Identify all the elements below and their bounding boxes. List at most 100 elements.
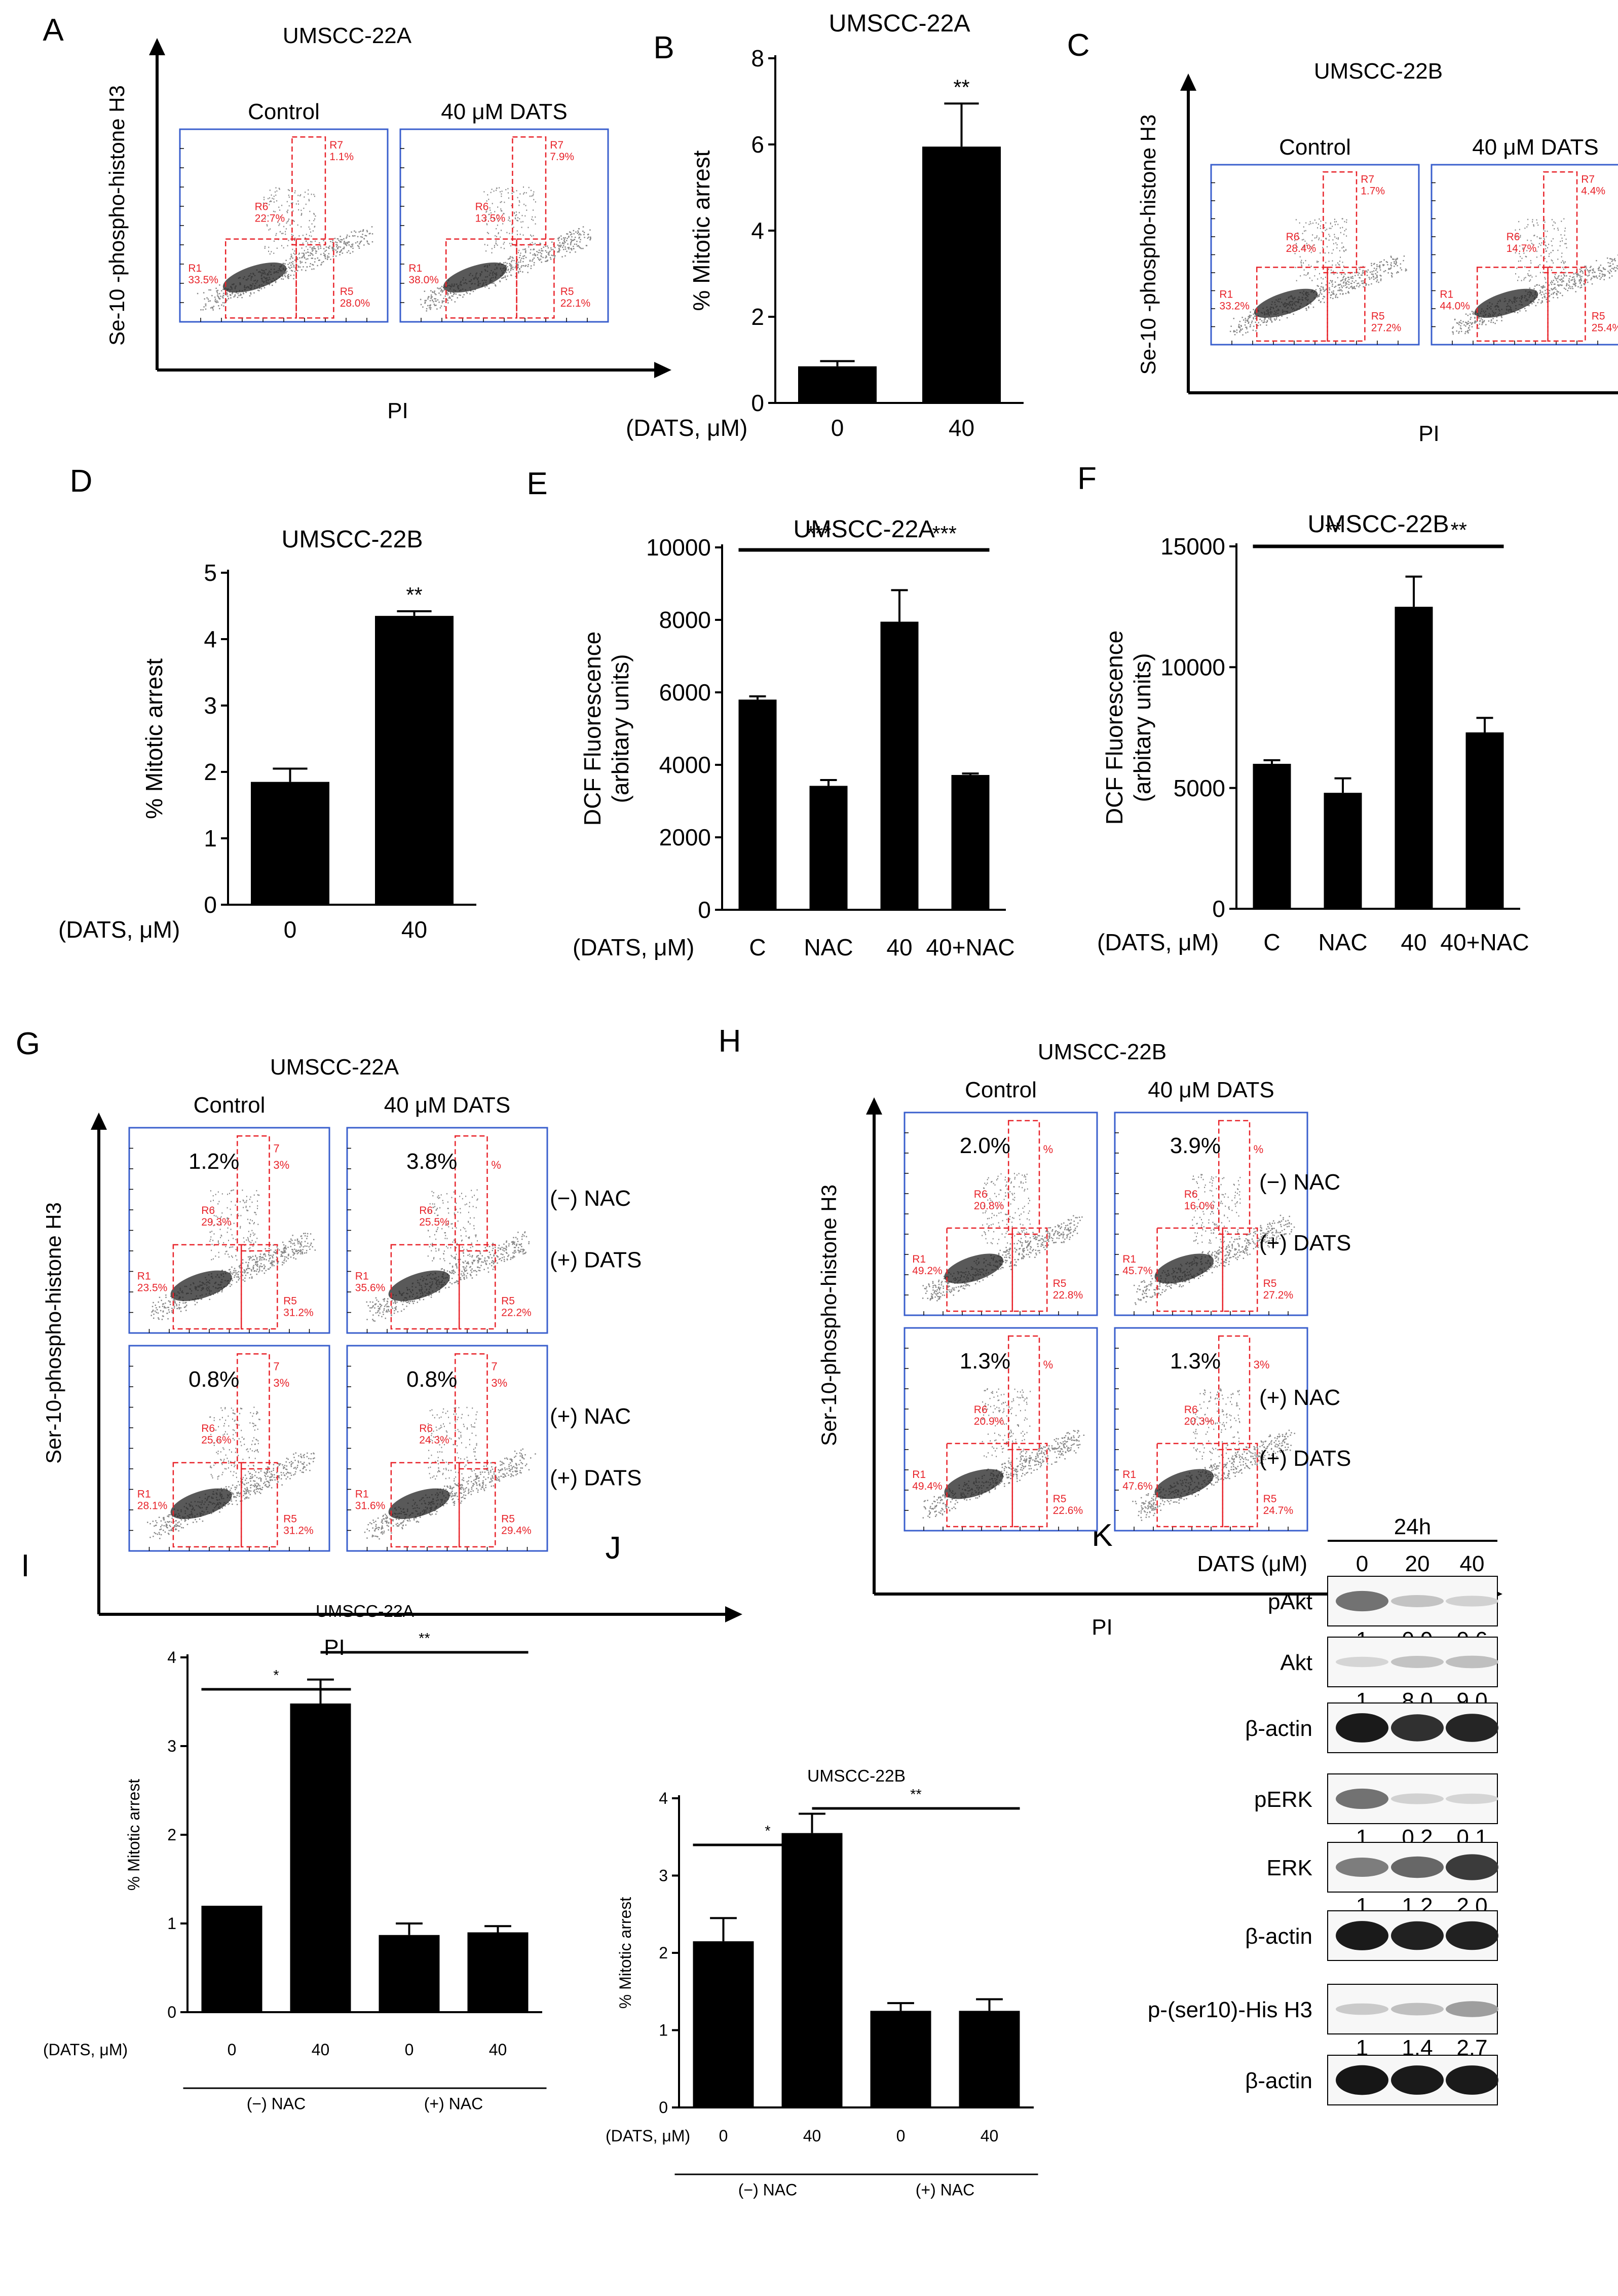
y-tick-label: 10000: [646, 534, 711, 561]
mitotic-percent: 0.8%: [189, 1367, 239, 1392]
gate-region: [1156, 1227, 1224, 1312]
gate-percent: %: [491, 1159, 501, 1171]
panel-letter: G: [16, 1026, 40, 1061]
gate-region: [1476, 267, 1549, 342]
gate-name: R5: [501, 1513, 515, 1525]
y-axis-label: DCF Fluorescence: [1101, 631, 1127, 825]
protein-band: [1336, 1656, 1388, 1668]
treatment-label: (+) NAC: [550, 1404, 631, 1429]
y-tick-label: 8: [751, 45, 764, 71]
protein-band: [1336, 1788, 1388, 1809]
mitotic-percent: 0.8%: [406, 1367, 457, 1392]
y-tick-label: 4: [167, 1648, 176, 1667]
y-tick-label: 1: [659, 2021, 668, 2040]
flow-plot-frame: [1114, 1327, 1308, 1532]
bar: [693, 1941, 754, 2107]
condition-label: 40 μM DATS: [384, 1093, 510, 1118]
gate-name: R6: [1507, 231, 1520, 243]
x-tick-label: 40: [803, 2127, 821, 2145]
g1-cluster: [170, 1270, 232, 1302]
blot-label: β-actin: [1245, 1924, 1312, 1949]
gate-percent: 27.2%: [1371, 322, 1402, 334]
y-axis-label: % Mitotic arrest: [125, 1779, 143, 1891]
bar: [290, 1704, 351, 2012]
gate-region: [224, 238, 297, 319]
gate-percent: 7.9%: [550, 151, 574, 163]
g1-cluster: [1154, 1469, 1214, 1499]
gate-region: [240, 1462, 278, 1548]
y-tick-label: 0: [698, 897, 711, 923]
flow-plot-frame: [904, 1112, 1098, 1316]
protein-band: [1336, 1590, 1388, 1612]
gate-percent: 33.5%: [188, 274, 218, 286]
gate-region: [946, 1227, 1013, 1312]
y-tick-label: 5000: [1174, 775, 1225, 801]
treatment-label: (−) NAC: [550, 1186, 631, 1211]
gate-region: [1222, 1227, 1258, 1312]
y-tick-label: 8000: [659, 607, 711, 633]
y-tick-label: 4000: [659, 752, 711, 778]
gate-percent: 1.7%: [1361, 186, 1385, 197]
panel-letter: C: [1067, 28, 1090, 63]
gate-percent: 25.4%: [1592, 322, 1618, 334]
mitotic-percent: 1.2%: [189, 1149, 239, 1174]
blot-label: Akt: [1280, 1650, 1312, 1675]
panel-title: UMSCC-22A: [270, 1055, 399, 1080]
panel-G: UMSCC-22A Ser-10-phospho-histone H3 PI Cont…: [42, 1055, 742, 1660]
gate-name: R5: [1263, 1278, 1277, 1289]
protein-band: [1391, 1595, 1444, 1607]
protein-band: [1391, 1793, 1444, 1804]
gate-region: [458, 1244, 496, 1330]
gate-name: R7: [550, 139, 563, 151]
panel-letter: J: [606, 1531, 621, 1566]
gate-region: [291, 136, 326, 246]
bar: [951, 775, 990, 910]
protein-band: [1446, 1854, 1498, 1880]
significance-label: **: [1451, 519, 1467, 542]
x-tick-label: 40+NAC: [926, 934, 1014, 960]
significance-label: **: [406, 583, 422, 607]
gate-name: R7: [329, 139, 343, 151]
gate-name: R1: [188, 263, 202, 274]
protein-band: [1446, 1596, 1498, 1607]
g1-cluster: [388, 1488, 450, 1520]
gate-percent: 3%: [1254, 1358, 1270, 1371]
bar: [809, 786, 848, 910]
gate-percent: 25.5%: [419, 1216, 449, 1228]
condition-label: Control: [248, 99, 320, 124]
arrow-up-icon: [91, 1113, 107, 1130]
gate-percent: 29.3%: [201, 1216, 232, 1228]
y-tick-label: 4: [204, 626, 217, 652]
bar-chart-J: UMSCC-22B 0 1 2 3 4 % Mitotic arrest 0 40 0 40 (DAT…: [606, 1767, 1038, 2199]
x-tick-label: C: [749, 934, 766, 960]
gate-name: R1: [912, 1469, 926, 1480]
x-axis-title: (DATS, μM): [606, 2127, 690, 2145]
bar: [375, 616, 454, 905]
gate-percent: 29.4%: [501, 1525, 532, 1536]
bar: [1253, 764, 1291, 909]
condition-label: 40 μM DATS: [1148, 1078, 1274, 1102]
blot-label: β-actin: [1245, 1716, 1312, 1741]
gate-name: R5: [340, 286, 354, 298]
gate-region: [1543, 171, 1578, 274]
gate-name: R6: [974, 1189, 988, 1200]
gate-percent: 13.5%: [475, 213, 506, 225]
protein-band: [1336, 2003, 1388, 2015]
panel-C: UMSCC-22B Se-10 -phospho-histone H3 PI Cont…: [1136, 59, 1618, 446]
panel-A: UMSCC-22A Se-10 -phospho-histone H3 PI Cont…: [105, 23, 671, 423]
gate-percent: 44.0%: [1440, 301, 1470, 312]
x-axis-title: (DATS, μM): [626, 415, 747, 441]
arrow-right-icon: [654, 362, 671, 378]
arrow-right-icon: [725, 1606, 742, 1622]
protein-band: [1446, 2001, 1498, 2017]
x-tick-label: C: [1263, 929, 1280, 955]
dose-value: 40: [1460, 1551, 1485, 1576]
significance-label: ***: [807, 522, 831, 545]
gate-region: [237, 1353, 270, 1470]
gate-region: [458, 1462, 496, 1548]
